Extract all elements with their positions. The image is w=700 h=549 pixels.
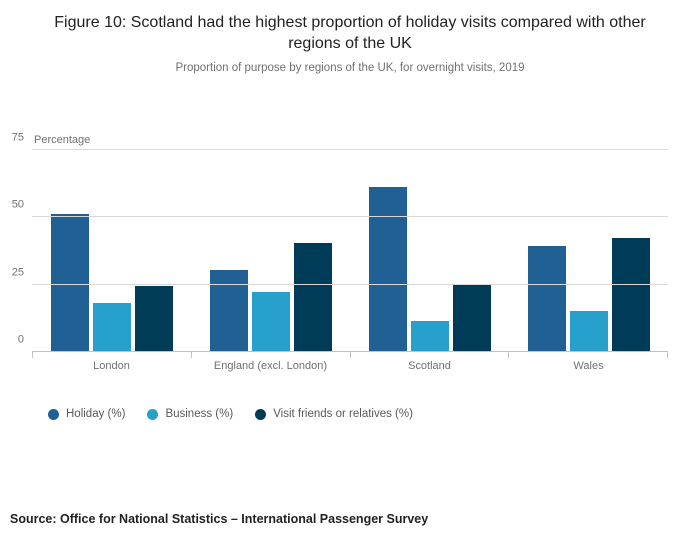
- bar-group: [191, 149, 350, 351]
- bar: [251, 291, 290, 351]
- bar: [368, 186, 407, 351]
- plot-area: Percentage London England (excl. London) S…: [12, 131, 668, 372]
- bar-groups: [32, 149, 668, 351]
- x-axis-ticks: [32, 352, 668, 358]
- x-axis-label: England (excl. London): [213, 360, 328, 372]
- bar: [527, 245, 566, 351]
- bar: [569, 310, 608, 351]
- bar: [134, 286, 173, 351]
- y-tick-label: 25: [11, 266, 24, 279]
- legend-item: Business (%): [147, 408, 233, 420]
- y-tick-label: 0: [17, 333, 24, 346]
- x-axis-tick: [509, 352, 668, 358]
- figure-subtitle: Proportion of purpose by regions of the …: [175, 62, 525, 75]
- gridline: [32, 283, 668, 285]
- bar-group: [509, 149, 668, 351]
- bar-group: [350, 149, 509, 351]
- x-axis-tick: [192, 352, 351, 358]
- x-axis-tick: [351, 352, 510, 358]
- legend: Holiday (%) Business (%) Visit friends or …: [48, 408, 413, 420]
- x-axis-label: Scotland: [408, 360, 451, 372]
- x-axis-tick: [32, 352, 192, 358]
- y-tick-label: 50: [11, 198, 24, 211]
- bar: [50, 213, 89, 351]
- source-note: Source: Office for National Statistics –…: [10, 512, 429, 526]
- x-axis-label: Wales: [573, 360, 604, 372]
- bar: [410, 321, 449, 351]
- bar-group: [32, 149, 191, 351]
- legend-label: Visit friends or relatives (%): [273, 408, 413, 420]
- legend-label: Holiday (%): [66, 408, 126, 420]
- legend-dot-icon: [255, 408, 267, 420]
- x-axis-labels: London England (excl. London) Scotland Wale…: [32, 360, 668, 372]
- legend-item: Visit friends or relatives (%): [255, 408, 413, 420]
- bar: [92, 302, 131, 351]
- legend-dot-icon: [48, 408, 59, 420]
- gridline: [32, 216, 668, 218]
- legend-item: Holiday (%): [48, 408, 125, 420]
- y-tick-label: 75: [11, 131, 24, 144]
- gridline: [32, 351, 668, 352]
- y-axis-title: Percentage: [34, 134, 91, 146]
- legend-dot-icon: [147, 408, 159, 420]
- bar: [209, 270, 248, 351]
- gridline: [32, 149, 668, 150]
- figure-title: Figure 10: Scotland had the highest prop…: [54, 14, 646, 53]
- bar: [611, 237, 650, 351]
- bar: [293, 243, 332, 351]
- bar: [452, 283, 491, 351]
- x-axis-label: London: [93, 360, 130, 372]
- legend-label: Business (%): [165, 408, 234, 420]
